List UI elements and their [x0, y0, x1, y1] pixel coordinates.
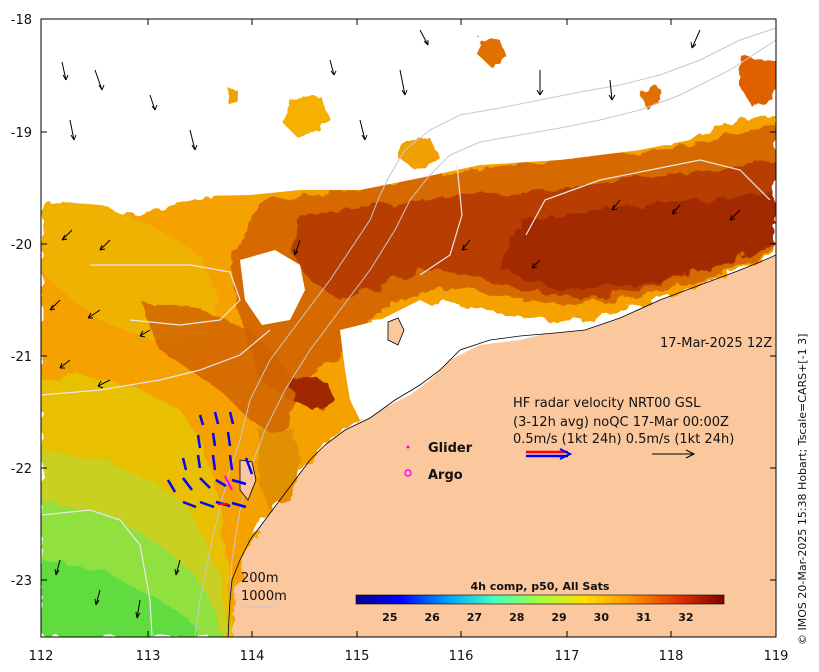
land	[228, 255, 776, 637]
glider-track	[224, 475, 233, 491]
bathymetry-contours	[194, 27, 776, 637]
current-arrows	[49, 29, 741, 619]
colorbar-gradient	[355, 594, 725, 605]
hf-legend-line3: 0.5m/s (1kt 24h) 0.5m/s (1kt 24h)	[513, 432, 734, 447]
argo-label: Argo	[428, 468, 463, 483]
x-tick-label: 118	[659, 649, 684, 664]
depth-1000-label: 1000m	[241, 589, 287, 604]
colorbar-tick-label: 26	[424, 611, 440, 624]
glider-label: Glider	[428, 441, 473, 456]
plot-frame	[40, 18, 777, 638]
x-axis: 112 113 114 115 116 117 118 119	[29, 19, 789, 664]
colorbar-tick-label: 28	[509, 611, 524, 624]
x-tick-label: 112	[29, 649, 54, 664]
y-axis: -18 -19 -20 -21 -22 -23	[11, 13, 776, 589]
platform-legend: Glider Argo	[404, 441, 473, 483]
x-tick-label: 116	[449, 649, 474, 664]
colorbar-tick-label: 30	[594, 611, 610, 624]
y-tick-label: -18	[11, 13, 32, 28]
y-tick-label: -21	[11, 350, 32, 365]
plot-content	[41, 19, 776, 637]
hf-legend-line2: (3-12h avg) noQC 17-Mar 00:00Z	[513, 415, 729, 430]
colorbar-tick-label: 27	[467, 611, 482, 624]
y-tick-label: -22	[11, 462, 32, 477]
colorbar-ticks: 25 26 27 28 29 30 31 32	[382, 611, 693, 624]
hf-radar-arrows	[166, 411, 254, 509]
credit-text: © IMOS 20-Mar-2025 15:38 Hobart; Tscale=…	[796, 334, 809, 645]
y-tick-label: -19	[11, 126, 32, 141]
x-tick-label: 117	[555, 649, 580, 664]
x-tick-label: 115	[345, 649, 370, 664]
sst-contours	[41, 159, 771, 637]
colorbar-tick-label: 32	[678, 611, 693, 624]
depth-200-label: 200m	[241, 571, 278, 586]
glider-marker	[406, 445, 410, 449]
y-tick-label: -20	[11, 238, 32, 253]
argo-marker	[404, 469, 412, 477]
hf-radar-legend: HF radar velocity NRT00 GSL (3-12h avg) …	[513, 396, 734, 460]
hf-legend-line1: HF radar velocity NRT00 GSL	[513, 396, 701, 411]
colorbar: 4h comp, p50, All Sats 25 26 27 28 29 30 31 32	[355, 580, 725, 624]
y-tick-label: -23	[11, 574, 32, 589]
x-tick-label: 119	[764, 649, 789, 664]
colorbar-tick-label: 29	[551, 611, 566, 624]
sst-spots	[228, 38, 776, 510]
x-tick-label: 113	[136, 649, 161, 664]
sst-field	[41, 115, 776, 637]
colorbar-title: 4h comp, p50, All Sats	[471, 580, 610, 593]
colorbar-tick-label: 31	[636, 611, 651, 624]
x-tick-label: 114	[240, 649, 265, 664]
coastline	[227, 254, 776, 637]
depth-legend: 200m 1000m	[241, 571, 287, 608]
colorbar-tick-label: 25	[382, 611, 397, 624]
timestamp-label: 17-Mar-2025 12Z	[660, 336, 772, 351]
